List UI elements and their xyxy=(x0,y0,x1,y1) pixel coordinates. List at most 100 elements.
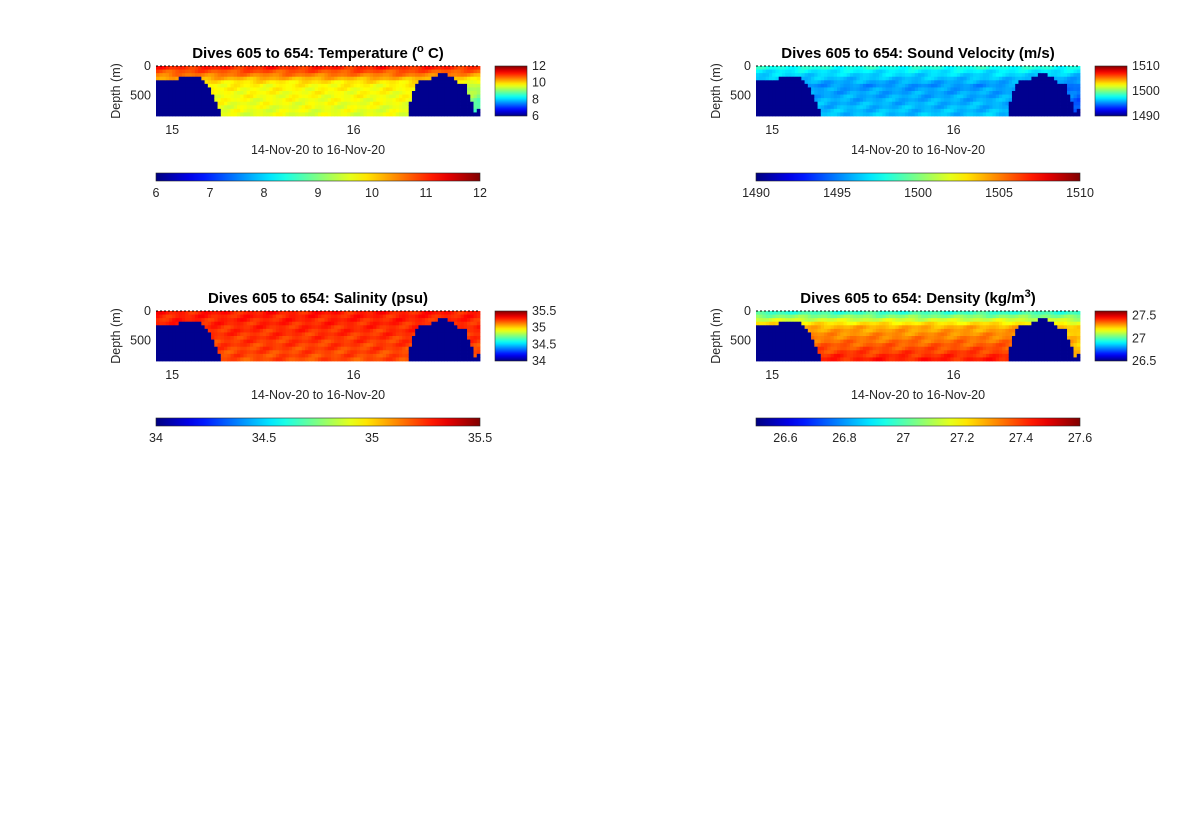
heatmap-cell xyxy=(467,112,471,117)
heatmap-cell xyxy=(911,91,916,95)
heatmap-cell xyxy=(781,346,786,351)
heatmap-cell xyxy=(360,66,364,70)
heatmap-cell xyxy=(428,91,432,95)
heatmap-cell xyxy=(895,350,899,355)
heatmap-cell xyxy=(402,350,406,355)
heatmap-cell xyxy=(911,336,916,340)
heatmap-cell xyxy=(308,105,312,110)
heatmap-cell xyxy=(220,112,225,117)
heatmap-cell xyxy=(470,69,474,74)
heatmap-cell xyxy=(1008,83,1013,88)
heatmap-cell xyxy=(437,325,442,330)
heatmap-cell xyxy=(853,94,857,99)
heatmap-cell xyxy=(369,332,374,337)
heatmap-cell xyxy=(853,339,857,344)
heatmap-cell xyxy=(830,94,835,99)
heatmap-cell xyxy=(165,87,170,92)
heatmap-cell xyxy=(1067,105,1071,110)
heatmap-cell xyxy=(321,346,325,351)
heatmap-cell xyxy=(833,87,838,92)
heatmap-cell xyxy=(781,66,786,70)
heatmap-cell xyxy=(995,80,1000,85)
heatmap-cell xyxy=(198,98,202,103)
heatmap-cell xyxy=(969,87,974,92)
heatmap-cell xyxy=(224,321,228,326)
heatmap-cell xyxy=(360,108,364,113)
heatmap-cell xyxy=(424,94,429,99)
heatmap-cell xyxy=(178,343,183,348)
heatmap-cell xyxy=(214,350,218,355)
heatmap-cell xyxy=(308,101,312,106)
heatmap-cell xyxy=(350,94,355,99)
heatmap-cell xyxy=(837,87,841,92)
heatmap-cell xyxy=(794,73,799,78)
bottom-colorbar-tick: 10 xyxy=(365,186,379,200)
heatmap-cell xyxy=(162,73,167,78)
chart-title: Dives 605 to 654: Salinity (psu) xyxy=(208,290,428,307)
heatmap-cell xyxy=(275,321,280,326)
heatmap-cell xyxy=(214,108,218,113)
heatmap-cell xyxy=(204,83,209,88)
heatmap-cell xyxy=(794,350,799,355)
heatmap-cell xyxy=(976,73,980,78)
heatmap-cell xyxy=(337,350,342,355)
heatmap-cell xyxy=(846,332,851,337)
heatmap-cell xyxy=(908,311,912,315)
heatmap-cell xyxy=(373,66,377,70)
heatmap-cell xyxy=(165,80,170,85)
heatmap-cell xyxy=(249,350,254,355)
heatmap-cell xyxy=(791,105,796,110)
heatmap-cell xyxy=(437,311,442,315)
heatmap-cell xyxy=(447,108,452,113)
heatmap-cell xyxy=(230,311,235,315)
heatmap-cell xyxy=(892,325,896,330)
heatmap-cell xyxy=(807,101,812,106)
heatmap-cell xyxy=(444,76,448,81)
temperature-chart-svg: Dives 605 to 654: Temperature (o C)0500D… xyxy=(109,43,546,200)
heatmap-cell xyxy=(470,101,474,106)
heatmap-cell xyxy=(814,328,818,333)
heatmap-cell xyxy=(966,80,971,85)
heatmap-cell xyxy=(976,112,980,117)
heatmap-cell xyxy=(382,66,387,70)
heatmap-cell xyxy=(321,101,325,106)
heatmap-cell xyxy=(421,353,426,358)
heatmap-cell xyxy=(849,108,854,113)
heatmap-cell xyxy=(785,353,789,358)
heatmap-cell xyxy=(207,325,212,330)
heatmap-cell xyxy=(768,357,773,362)
heatmap-cell xyxy=(285,101,290,106)
heatmap-cell xyxy=(321,98,325,103)
heatmap-cell xyxy=(811,69,815,74)
heatmap-cell xyxy=(168,314,173,319)
heatmap-cell xyxy=(360,94,364,99)
heatmap-cell xyxy=(775,105,780,110)
heatmap-cell xyxy=(392,336,397,340)
heatmap-cell xyxy=(217,325,222,330)
heatmap-cell xyxy=(447,83,452,88)
heatmap-cell xyxy=(837,66,841,70)
heatmap-cell xyxy=(204,98,209,103)
heatmap-cell xyxy=(788,332,793,337)
heatmap-cell xyxy=(885,66,890,70)
heatmap-cell xyxy=(801,105,805,110)
heatmap-cell xyxy=(892,321,896,326)
heatmap-cell xyxy=(470,350,474,355)
heatmap-cell xyxy=(1005,80,1010,85)
heatmap-cell xyxy=(347,350,351,355)
heatmap-cell xyxy=(402,346,406,351)
heatmap-cell xyxy=(762,76,767,81)
heatmap-cell xyxy=(311,318,316,323)
heatmap-cell xyxy=(911,87,916,92)
heatmap-cell xyxy=(849,73,854,78)
heatmap-cell xyxy=(918,328,922,333)
heatmap-cell xyxy=(473,108,478,113)
heatmap-cell xyxy=(447,343,452,348)
heatmap-cell xyxy=(214,328,218,333)
heatmap-cell xyxy=(373,94,377,99)
heatmap-cell xyxy=(840,101,844,106)
heatmap-cell xyxy=(801,353,805,358)
heatmap-cell xyxy=(272,73,277,78)
heatmap-cell xyxy=(856,350,861,355)
heatmap-cell xyxy=(447,336,452,340)
